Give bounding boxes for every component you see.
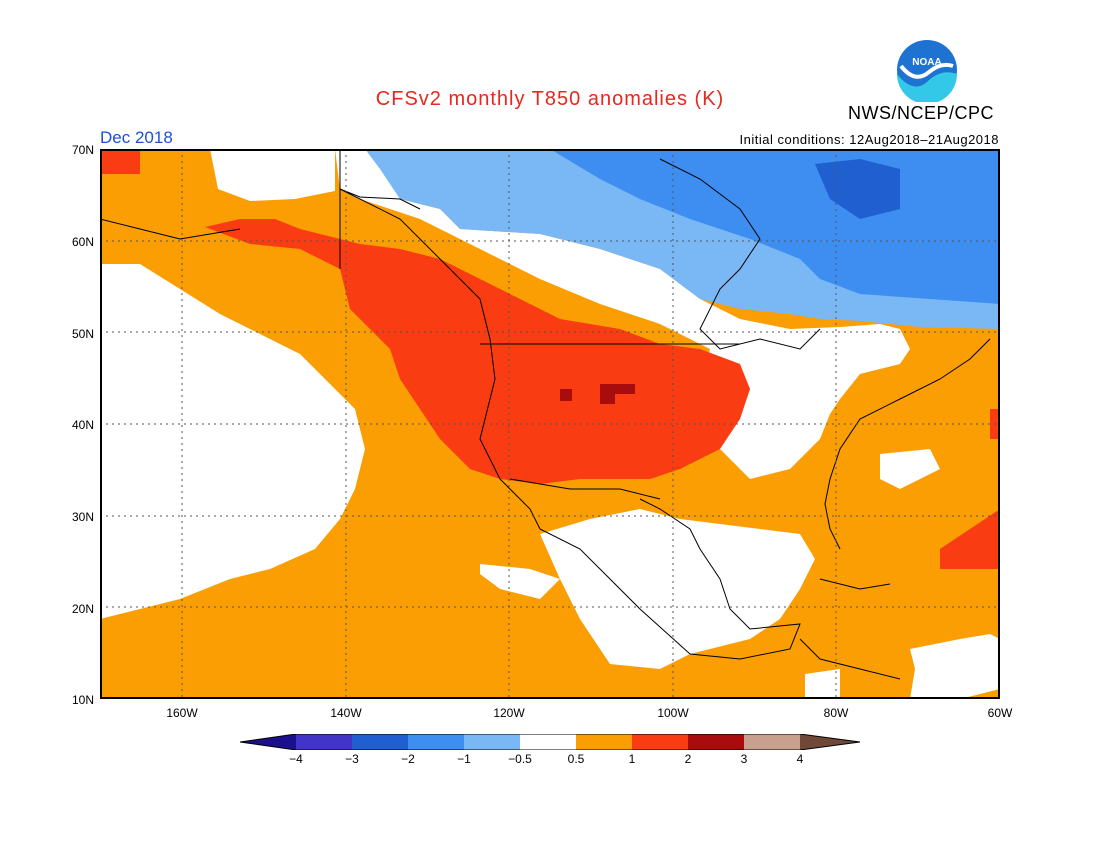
colorbar-segment-8 [688,734,744,750]
aleutian-coastline [100,218,241,240]
forecast-period: Dec 2018 [100,128,173,147]
noaa-logo-text: NOAA [912,57,941,68]
lat-label: 50N [71,327,94,341]
colorbar-label: 1 [628,752,636,766]
lat-label: 10N [71,693,94,707]
colorbar [240,734,860,750]
lat-label: 30N [71,510,94,524]
gulf-coastline [639,498,801,660]
caribbean-neutral-region [910,634,1000,699]
anomaly-pos-3-region [560,384,635,404]
anomaly-pos-2-arctic-region [100,149,140,174]
lat-label: 20N [71,602,94,616]
colorbar-label: 3 [740,752,748,766]
colorbar-label: −4 [289,752,303,766]
graticule [100,149,1000,699]
warm-anomalies [100,149,1000,569]
colorbar-segment-3 [408,734,464,750]
atlantic-neutral-region [880,449,940,489]
anomaly-pos-2-atlantic-region [940,409,1000,569]
noaa-logo: NOAA [895,38,959,107]
cuba-coastline [819,578,891,590]
colorbar-segment-9 [744,734,800,750]
colorbar-segment-5 [520,734,576,750]
initial-conditions: Initial conditions: 12Aug2018–21Aug2018 [739,132,999,147]
lon-label: 140W [330,706,362,720]
alaska-coastline [339,188,421,210]
agency-label: NWS/NCEP/CPC [848,103,995,123]
baja-neutral-region [480,564,560,599]
anomaly-map [100,149,1000,699]
colorbar-segment-2 [352,734,408,750]
colorbar-segment-6 [576,734,632,750]
lon-label: 80W [823,706,849,720]
mexico-gulf-neutral-region [540,509,815,669]
colorbar-label: −2 [401,752,415,766]
anomaly-pos-2-region [205,219,750,484]
lon-label: 160W [166,706,198,720]
neutral-regions [100,149,1000,699]
lon-label: 120W [493,706,525,720]
us-mexico-border [509,478,661,500]
colorbar-label: −0.5 [508,752,532,766]
colorbar-label: −3 [345,752,359,766]
cool-anomalies [365,149,1000,329]
map-frame [100,149,1000,699]
colorbar-label: −1 [457,752,471,766]
pacific-coastline [339,188,691,655]
colorbar-label: 4 [796,752,804,766]
colorbar-segment-0 [240,734,296,750]
colorbar-label: 2 [684,752,692,766]
south-neutral-region [805,669,840,699]
map-title: CFSv2 monthly T850 anomalies (K) [375,88,725,110]
colorbar-segment-10 [800,734,860,750]
lat-label: 40N [71,418,94,432]
lat-label: 70N [71,143,94,157]
canada-neutral-region [335,149,910,479]
hudson-bay-coastline [659,158,821,350]
pacific-neutral-region [100,264,365,619]
bering-neutral-region [210,149,335,201]
colorbar-segment-7 [632,734,688,750]
central-america-coastline [799,638,901,680]
colorbar-segment-1 [296,734,352,750]
lon-label: 60W [987,706,1013,720]
lat-label: 60N [71,235,94,249]
lon-label: 100W [657,706,689,720]
colorbar-label: 0.5 [567,752,585,766]
colorbar-segment-4 [464,734,520,750]
